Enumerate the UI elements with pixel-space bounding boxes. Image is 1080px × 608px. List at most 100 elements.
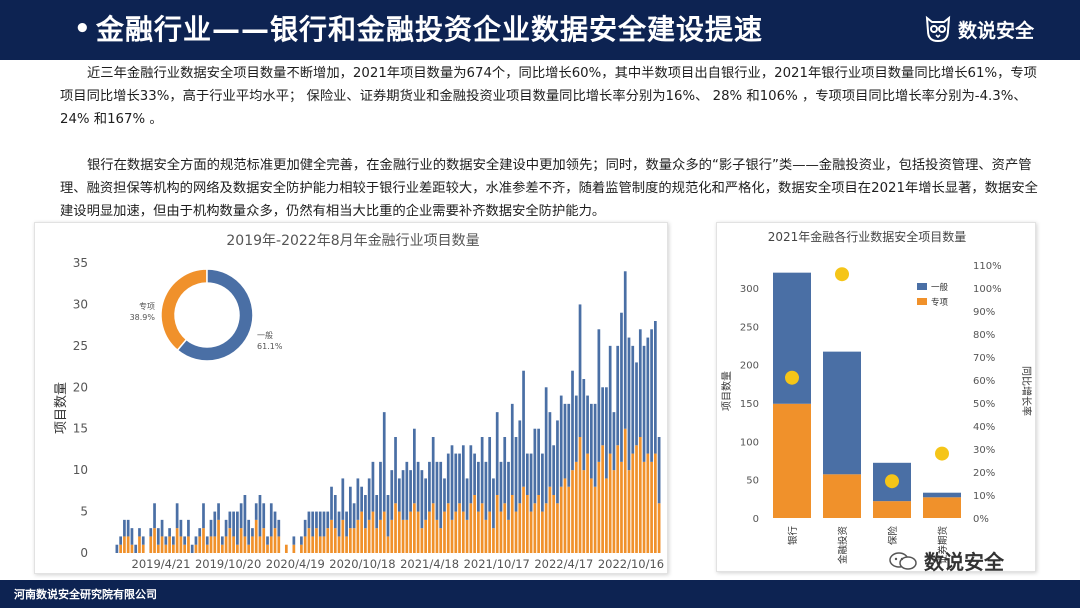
chart1-bar-yiban [217,503,220,520]
chart1-xtick: 2019/10/20 [195,557,261,571]
chart1-bar-zhuanxiang [469,503,473,553]
chart1-bar-yiban [164,536,168,545]
chart2-title: 2021年金融各行业数据安全项目数量 [768,229,967,244]
chart2-y2tick: 80% [973,330,995,341]
chart1-bar-zhuanxiang [477,511,480,553]
chart2-bar-zhuanxiang [923,497,961,518]
chart1-bar-zhuanxiang [431,503,435,553]
chart1-bar-zhuanxiang [638,437,642,553]
chart2-ytick: 50 [746,476,759,487]
chart1-bar-yiban [202,503,205,529]
chart1-bar-zhuanxiang [258,536,262,553]
chart1-bar-yiban [461,445,465,512]
chart1-bar-yiban [341,478,345,520]
chart1-bar-yiban [582,379,586,471]
chart1-bar-yiban [190,544,194,553]
chart1-bar-yiban [469,445,473,504]
chart1-pie-value-zhuanxiang: 38.9% [130,313,156,322]
chart1-bar-zhuanxiang [284,544,288,553]
chart1-pie-slice-yiban [176,268,254,362]
chart1-xtick: 2019/4/21 [132,557,191,571]
chart1-bar-yiban [503,437,507,504]
chart1-bar-yiban [446,453,450,504]
chart1-bar-zhuanxiang [243,536,247,553]
chart1-bar-yiban [420,470,424,529]
chart1-bar-yiban [537,428,540,495]
chart1-bar-zhuanxiang [303,536,307,553]
chart1-bar-zhuanxiang [198,536,202,553]
wechat-watermark: 数说安全 [888,546,1004,575]
chart1-bar-yiban [247,519,251,545]
chart1-bar-yiban [413,428,416,504]
chart1-bar-zhuanxiang [213,536,217,553]
industry-chart: 2021年金融各行业数据安全项目数量 项目数量 同比增长率 0 50 100 150 200 2… [716,222,1036,572]
chart1-bar-yiban [348,486,352,529]
chart1-bar-yiban [510,403,514,495]
chart1-bar-zhuanxiang [371,511,375,553]
chart1-bar-yiban [623,271,627,429]
chart1-bar-yiban [593,403,597,487]
chart2-y2tick: 50% [973,399,995,410]
chart1-bar-zhuanxiang [382,511,386,553]
chart1-bar-yiban [567,403,571,487]
chart1-bar-zhuanxiang [563,478,567,553]
chart1-bar-zhuanxiang [394,503,397,553]
chart1-bar-zhuanxiang [326,528,330,553]
chart2-ytick: 150 [740,399,759,410]
chart1-bar-yiban [465,478,469,520]
chart1-bar-yiban [168,528,171,537]
chart1-bar-zhuanxiang [559,486,563,553]
chart1-bar-yiban [303,519,307,537]
chart1-bar-yiban [477,461,480,512]
chart1-bar-zhuanxiang [367,519,371,553]
chart1-bar-yiban [115,544,119,553]
chart1-bar-yiban [631,345,635,454]
chart1-bar-zhuanxiang [236,544,239,553]
chart1-bar-yiban [559,395,563,487]
chart1-xtick: 2020/10/18 [329,557,395,571]
chart1-bar-zhuanxiang [623,428,627,553]
chart2-bar-yiban [823,351,861,475]
chart1-bar-zhuanxiang [586,453,589,553]
chart1-bar-yiban [183,536,187,545]
chart1-bar-zhuanxiang [390,519,394,553]
chart2-y2tick: 90% [973,307,995,318]
chart1-bar-zhuanxiang [548,486,552,553]
chart1-bar-zhuanxiang [269,536,273,553]
chart1-bar-yiban [394,437,397,504]
chart1-bar-zhuanxiang [307,528,311,553]
chart1-bar-zhuanxiang [424,519,428,553]
chart2-ylabel: 项目数量 [720,371,733,411]
chart1-bar-yiban [601,387,604,446]
chart1-bar-zhuanxiang [138,536,141,553]
chart1-bar-yiban [172,536,175,545]
chart1-bar-yiban [126,519,130,537]
chart2-y2tick: 110% [973,261,1002,272]
chart1-bar-yiban [443,478,446,512]
chart1-bar-yiban [435,461,439,520]
chart1-bar-yiban [134,544,138,553]
chart1-bar-zhuanxiang [232,536,235,553]
chart1-pie-label-yiban: 一般 [257,330,273,340]
chart1-bar-yiban [522,370,525,487]
chart1-bar-yiban [367,478,371,520]
chart1-bar-yiban [480,437,484,504]
chart1-bar-zhuanxiang [635,445,638,553]
chart1-bar-yiban [160,519,164,537]
chart2-y2tick: 40% [973,422,995,433]
chart1-bar-yiban [232,511,235,537]
chart1-bar-zhuanxiang [356,519,360,553]
chart1-bar-yiban [198,528,202,537]
chart2-growth-dot [785,370,799,385]
chart1-bar-zhuanxiang [220,544,224,553]
chart2-y2tick: 20% [973,468,995,479]
chart1-bar-yiban [646,337,650,454]
chart1-bar-zhuanxiang [612,470,616,553]
chart1-bar-zhuanxiang [450,519,454,553]
chart1-bar-zhuanxiang [597,461,601,553]
chart1-bar-zhuanxiang [194,544,198,553]
chart1-xtick: 2022/4/17 [534,557,593,571]
chart1-xtick: 2021/4/18 [400,557,459,571]
chart2-y2tick: 0% [973,514,989,525]
chart1-pie-value-yiban: 61.1% [257,342,283,351]
